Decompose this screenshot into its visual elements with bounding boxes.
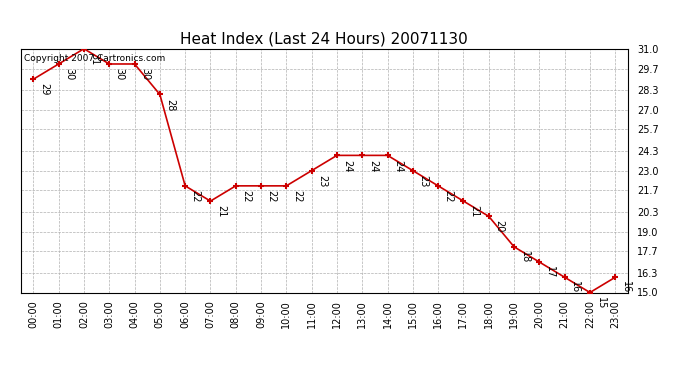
Text: 23: 23 — [317, 175, 327, 187]
Text: 22: 22 — [241, 190, 251, 202]
Text: 18: 18 — [520, 251, 530, 263]
Text: 28: 28 — [166, 99, 175, 111]
Text: 30: 30 — [115, 68, 125, 80]
Text: 20: 20 — [494, 220, 504, 233]
Text: 24: 24 — [342, 159, 353, 172]
Text: 22: 22 — [292, 190, 302, 202]
Text: 30: 30 — [140, 68, 150, 80]
Text: 30: 30 — [64, 68, 75, 80]
Text: 22: 22 — [444, 190, 454, 202]
Text: 16: 16 — [570, 281, 580, 294]
Text: 22: 22 — [266, 190, 277, 202]
Text: 15: 15 — [595, 297, 606, 309]
Text: 22: 22 — [190, 190, 201, 202]
Text: 16: 16 — [621, 281, 631, 294]
Text: 31: 31 — [90, 53, 99, 65]
Text: 23: 23 — [418, 175, 428, 187]
Text: 21: 21 — [216, 205, 226, 218]
Text: 21: 21 — [469, 205, 479, 218]
Text: 24: 24 — [393, 159, 403, 172]
Title: Heat Index (Last 24 Hours) 20071130: Heat Index (Last 24 Hours) 20071130 — [180, 31, 469, 46]
Text: 29: 29 — [39, 83, 49, 96]
Text: Copyright 2007 Cartronics.com: Copyright 2007 Cartronics.com — [23, 54, 165, 63]
Text: 24: 24 — [368, 159, 378, 172]
Text: 17: 17 — [545, 266, 555, 279]
